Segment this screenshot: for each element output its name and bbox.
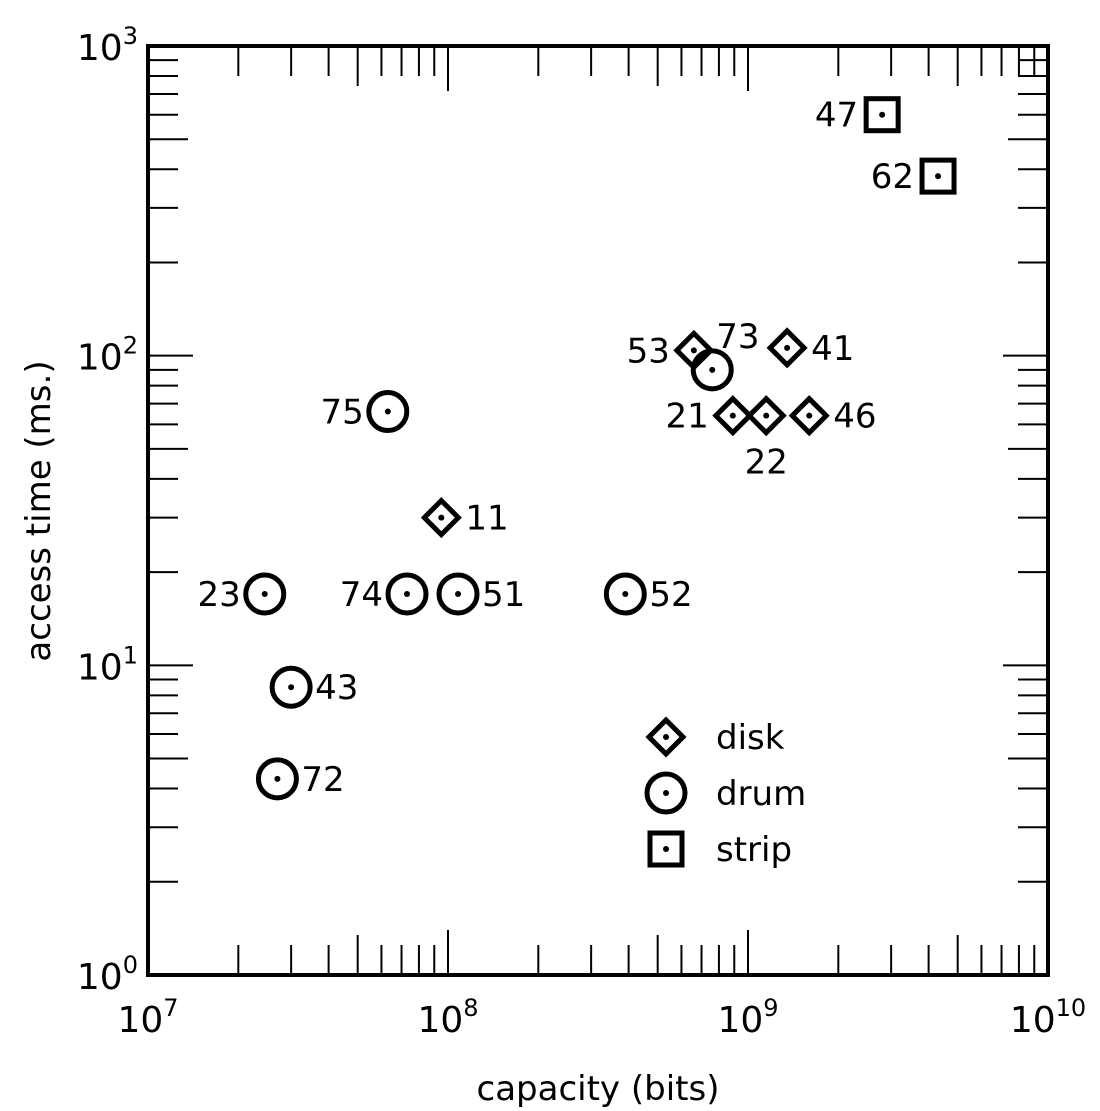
point-label: 23 (197, 575, 240, 615)
data-points: 11 53 41 21 22 46 75 73 23 74 51 52 43 72 47 62 (197, 96, 957, 801)
drum-point-marker (366, 390, 410, 434)
point-label: 22 (745, 443, 788, 483)
legend-strip-marker (647, 830, 685, 868)
point-label: 46 (833, 397, 876, 437)
point-label: 75 (321, 393, 364, 433)
drum-point-marker (385, 572, 429, 616)
x-tick-label: 1010 (1010, 994, 1086, 1041)
x-tick-label: 108 (417, 994, 478, 1041)
plot-frame (146, 44, 1050, 977)
y-tick-label: 100 (77, 951, 138, 998)
point-label: 41 (811, 329, 854, 369)
strip-point-marker (863, 96, 901, 134)
point-label: 62 (871, 157, 914, 197)
y-axis-title: access time (ms.) (19, 360, 59, 661)
drum-point-marker (269, 665, 313, 709)
legend-disk-marker (645, 716, 687, 758)
x-axis-title: capacity (bits) (477, 1069, 720, 1109)
point-label: 47 (815, 96, 858, 136)
point-label: 43 (315, 668, 358, 708)
drum-point-marker (690, 348, 734, 392)
axis-tick-labels: 107 108 109 1010 100 101 102 103 (77, 22, 1086, 1041)
disk-point-marker (420, 497, 462, 539)
point-label: 51 (482, 575, 525, 615)
point-label: 21 (666, 397, 709, 437)
legend: disk drum strip (644, 716, 806, 870)
drum-point-marker (436, 572, 480, 616)
disk-point-marker (745, 395, 787, 437)
x-tick-label: 109 (717, 994, 778, 1041)
legend-disk-label: disk (716, 718, 785, 758)
point-label: 73 (716, 317, 759, 357)
drum-point-marker (243, 572, 287, 616)
drum-point-marker (255, 757, 299, 801)
disk-point-marker (788, 395, 830, 437)
strip-point-marker (919, 157, 957, 195)
y-tick-label: 102 (77, 332, 138, 379)
legend-strip-label: strip (716, 830, 792, 870)
point-label: 53 (627, 331, 670, 371)
point-label: 52 (649, 575, 692, 615)
y-tick-label: 101 (77, 641, 138, 688)
axis-ticks (147, 45, 1049, 976)
x-tick-label: 107 (117, 994, 178, 1041)
point-label: 11 (465, 499, 508, 539)
point-label: 74 (340, 575, 383, 615)
drum-point-marker (603, 572, 647, 616)
legend-drum-label: drum (716, 774, 806, 814)
disk-point-marker (712, 395, 754, 437)
y-tick-label: 103 (77, 22, 138, 69)
disk-point-marker (766, 327, 808, 369)
legend-drum-marker (644, 771, 688, 815)
point-label: 72 (301, 760, 344, 800)
